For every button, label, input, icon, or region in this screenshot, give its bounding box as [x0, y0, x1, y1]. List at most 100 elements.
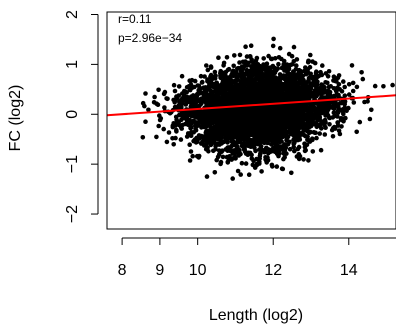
data-point — [342, 99, 348, 104]
data-point — [284, 151, 289, 156]
data-point — [187, 142, 192, 147]
data-point — [224, 154, 230, 160]
data-point — [215, 116, 220, 121]
data-point — [334, 88, 339, 94]
data-point — [372, 83, 378, 89]
data-point — [335, 123, 341, 128]
data-point — [266, 67, 271, 73]
data-point — [264, 146, 270, 152]
data-point — [219, 140, 224, 146]
data-point — [210, 127, 216, 132]
data-point — [291, 59, 297, 64]
data-point — [271, 135, 276, 141]
data-point — [187, 78, 192, 83]
data-point — [346, 105, 351, 111]
data-point — [270, 139, 276, 145]
data-point — [231, 155, 236, 161]
data-point — [342, 84, 348, 90]
data-point — [354, 84, 360, 90]
data-point — [276, 153, 281, 159]
data-point — [289, 170, 294, 176]
data-point — [248, 127, 254, 132]
data-point — [188, 133, 194, 138]
data-point — [188, 104, 194, 109]
data-point — [194, 94, 200, 99]
data-point — [218, 120, 223, 126]
data-point — [238, 135, 244, 140]
data-point — [171, 82, 177, 88]
data-point — [241, 75, 247, 81]
data-point — [256, 104, 262, 110]
data-point — [281, 143, 286, 149]
data-point — [305, 137, 310, 143]
data-point — [291, 113, 297, 118]
data-point — [227, 83, 233, 89]
data-point — [140, 135, 146, 140]
data-point — [201, 91, 206, 97]
data-point — [240, 130, 246, 135]
data-point — [190, 93, 196, 98]
data-point — [205, 140, 211, 145]
data-point — [232, 151, 237, 156]
data-point — [253, 58, 259, 63]
data-point — [357, 119, 363, 125]
data-point — [248, 43, 254, 48]
data-point — [339, 89, 345, 94]
data-point — [237, 60, 242, 65]
data-point — [161, 126, 166, 132]
data-point — [157, 117, 163, 123]
data-point — [322, 85, 327, 91]
data-point — [262, 104, 267, 110]
data-point — [198, 73, 204, 79]
data-point — [332, 126, 338, 131]
data-point — [205, 101, 210, 107]
data-point — [236, 65, 241, 71]
data-point — [349, 63, 355, 68]
data-point — [203, 116, 209, 122]
data-point — [261, 56, 267, 61]
data-point — [262, 64, 268, 69]
data-point — [317, 104, 322, 109]
data-point — [179, 73, 185, 79]
data-point — [294, 63, 299, 68]
data-point — [258, 89, 263, 95]
data-point — [179, 126, 184, 131]
data-point — [197, 99, 203, 104]
data-point — [342, 93, 348, 98]
data-point — [354, 129, 360, 135]
data-point — [260, 80, 266, 86]
data-point — [171, 142, 176, 147]
data-point — [201, 137, 207, 143]
data-point — [285, 124, 291, 130]
data-point — [308, 74, 314, 79]
data-point — [166, 130, 172, 135]
data-point — [362, 99, 367, 105]
data-point — [203, 130, 209, 136]
data-point — [225, 67, 231, 73]
data-point — [280, 132, 286, 137]
data-point — [288, 93, 293, 99]
data-point — [305, 67, 311, 72]
data-point — [191, 138, 196, 144]
data-point — [360, 76, 366, 82]
data-point — [267, 106, 272, 112]
data-point — [336, 82, 342, 87]
data-point — [304, 84, 310, 89]
data-point — [282, 85, 288, 91]
data-point — [314, 93, 320, 98]
data-point — [227, 145, 233, 150]
data-point — [289, 128, 295, 134]
data-point — [154, 134, 159, 140]
x-axis: 8 9 10 12 14 — [118, 237, 396, 279]
x-tick-label: 12 — [264, 262, 282, 279]
data-point — [206, 134, 212, 139]
data-point — [245, 133, 250, 139]
data-point — [308, 109, 314, 114]
data-point — [155, 102, 161, 107]
data-point — [199, 80, 205, 85]
data-point — [341, 79, 346, 84]
data-point — [264, 129, 269, 134]
data-point — [157, 113, 162, 118]
data-point — [194, 120, 200, 125]
